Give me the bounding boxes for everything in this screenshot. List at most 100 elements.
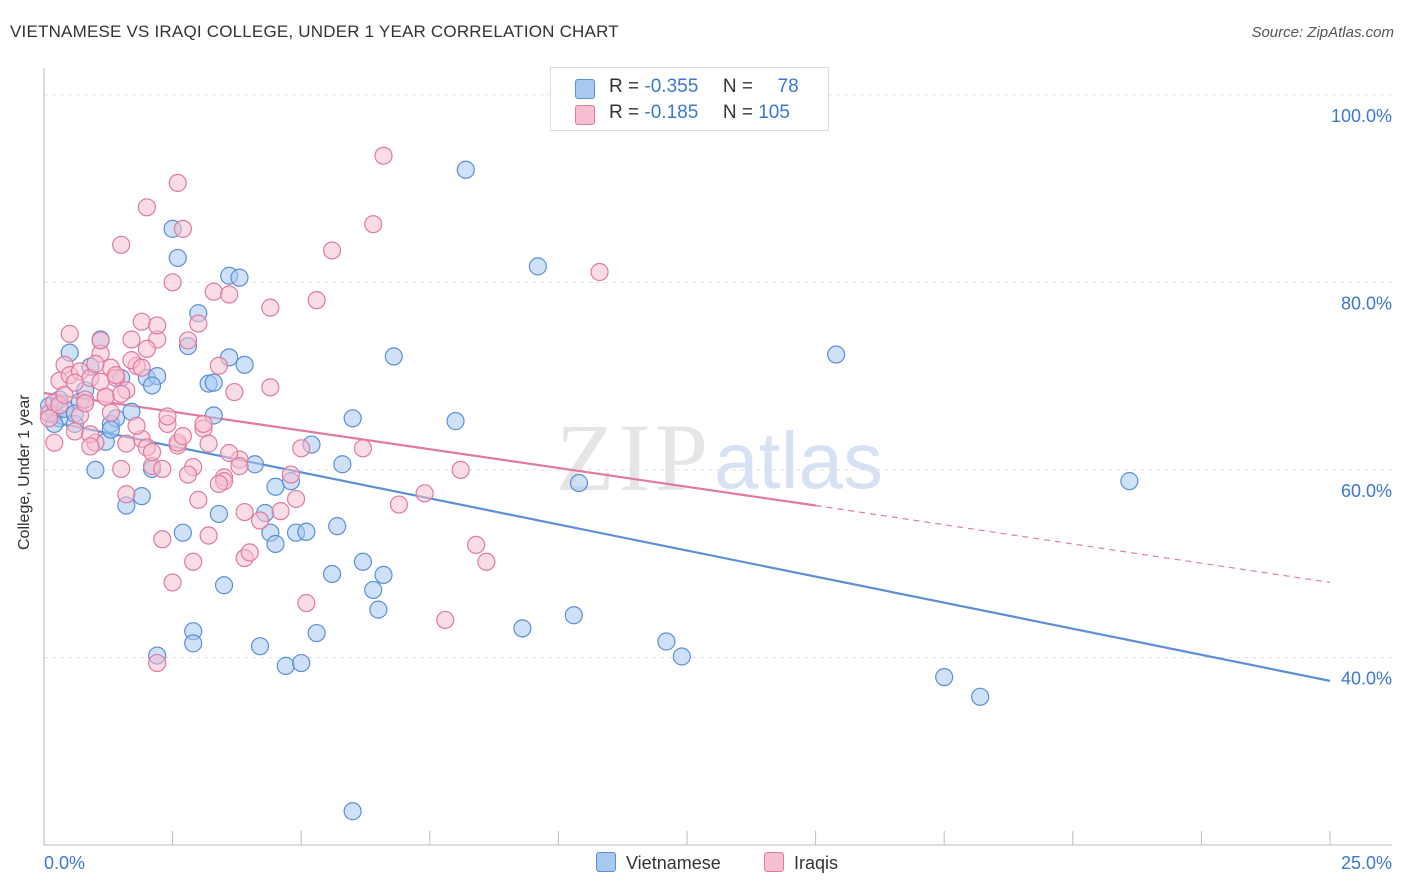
point-vietnamese	[235, 355, 254, 374]
point-iraqis	[55, 385, 74, 404]
point-iraqis	[137, 198, 156, 217]
bottom-legend-iraqis: Iraqis	[764, 852, 838, 874]
point-iraqis	[132, 312, 151, 331]
point-iraqis	[220, 443, 239, 463]
bottom-legend-label-iraqis: Iraqis	[794, 853, 839, 873]
bottom-legend-vietnamese: Vietnamese	[596, 852, 721, 874]
correlation-legend: R = -0.355 N = 78 R = -0.185 N = 105	[550, 67, 829, 131]
legend-swatch-vietnamese	[575, 79, 595, 99]
watermark-zip: ZIP	[556, 404, 712, 511]
y-tick-label: 40.0%	[1341, 668, 1392, 688]
point-iraqis	[163, 273, 182, 292]
grid-lines	[44, 94, 1392, 658]
point-iraqis	[199, 434, 218, 453]
watermark-atlas: atlas	[714, 416, 883, 505]
x-tick-label: 25.0%	[1341, 853, 1392, 873]
bottom-legend-swatch-iraqis	[764, 852, 784, 872]
point-vietnamese	[184, 634, 203, 653]
point-iraqis	[204, 282, 223, 301]
point-iraqis	[225, 382, 244, 402]
point-iraqis	[199, 526, 218, 545]
point-vietnamese	[971, 687, 990, 706]
point-vietnamese	[250, 637, 270, 656]
point-vietnamese	[292, 653, 311, 673]
point-iraqis	[158, 407, 177, 426]
point-vietnamese	[276, 656, 295, 675]
point-iraqis	[235, 502, 254, 522]
point-vietnamese	[827, 345, 846, 364]
point-iraqis	[184, 552, 203, 571]
legend-n-value-vietnamese: 78	[777, 76, 799, 97]
point-iraqis	[173, 427, 192, 446]
point-iraqis	[436, 610, 455, 630]
point-iraqis	[261, 298, 280, 317]
point-iraqis	[112, 384, 131, 404]
point-vietnamese	[343, 802, 362, 821]
point-iraqis	[466, 535, 486, 555]
point-vietnamese	[132, 487, 151, 506]
point-vietnamese	[446, 412, 465, 431]
point-vietnamese	[513, 619, 532, 638]
point-vietnamese	[935, 668, 954, 687]
point-iraqis	[364, 215, 383, 234]
point-iraqis	[194, 414, 213, 434]
point-iraqis	[374, 146, 393, 165]
point-vietnamese	[266, 477, 285, 496]
tick-labels: 40.0% 60.0% 80.0% 100.0% 0.0% 25.0%	[44, 106, 1392, 873]
y-tick-label: 80.0%	[1341, 293, 1392, 313]
point-iraqis	[86, 354, 105, 374]
point-iraqis	[163, 573, 182, 592]
point-vietnamese	[209, 504, 228, 524]
point-vietnamese	[333, 455, 352, 474]
point-iraqis	[261, 378, 280, 397]
point-iraqis	[91, 331, 110, 350]
point-iraqis	[148, 316, 167, 335]
point-vietnamese	[672, 647, 691, 666]
point-iraqis	[45, 433, 64, 452]
data-points	[40, 146, 1139, 821]
point-vietnamese	[266, 534, 285, 554]
point-iraqis	[106, 366, 126, 385]
trend-line-iraqis-extension	[815, 504, 1331, 584]
point-iraqis	[168, 173, 187, 193]
point-vietnamese	[1120, 472, 1139, 491]
point-iraqis	[148, 653, 167, 673]
legend-swatch-iraqis	[575, 105, 595, 125]
chart-source: Source: ZipAtlas.com	[1251, 24, 1394, 41]
point-iraqis	[307, 291, 326, 310]
point-iraqis	[286, 489, 306, 509]
y-axis-label: College, Under 1 year	[16, 394, 33, 550]
point-iraqis	[230, 457, 249, 476]
point-vietnamese	[369, 600, 388, 619]
point-iraqis	[250, 511, 270, 530]
point-iraqis	[415, 484, 434, 503]
point-iraqis	[117, 434, 136, 453]
point-iraqis	[122, 330, 141, 349]
point-iraqis	[353, 439, 373, 458]
point-iraqis	[292, 439, 311, 458]
point-vietnamese	[204, 373, 223, 392]
point-vietnamese	[353, 552, 373, 571]
point-iraqis	[60, 324, 79, 343]
point-iraqis	[101, 403, 120, 422]
point-vietnamese	[86, 460, 105, 479]
point-vietnamese	[456, 160, 475, 179]
point-iraqis	[153, 530, 172, 549]
point-vietnamese	[528, 257, 547, 276]
point-iraqis	[451, 460, 470, 479]
point-iraqis	[137, 339, 156, 359]
point-vietnamese	[374, 565, 393, 585]
legend-n-label: N =	[722, 76, 753, 97]
point-vietnamese	[297, 522, 316, 541]
point-vietnamese	[343, 409, 362, 428]
point-iraqis	[142, 442, 162, 462]
point-iraqis	[240, 543, 259, 562]
legend-r-value-vietnamese: -0.355	[644, 76, 699, 97]
point-iraqis	[96, 387, 115, 406]
legend-r-label: R =	[609, 102, 640, 123]
legend-n-value-iraqis: 105	[758, 102, 790, 123]
point-iraqis	[40, 409, 59, 428]
point-vietnamese	[328, 517, 347, 536]
x-tick-label: 0.0%	[44, 853, 85, 873]
point-vietnamese	[657, 632, 676, 651]
